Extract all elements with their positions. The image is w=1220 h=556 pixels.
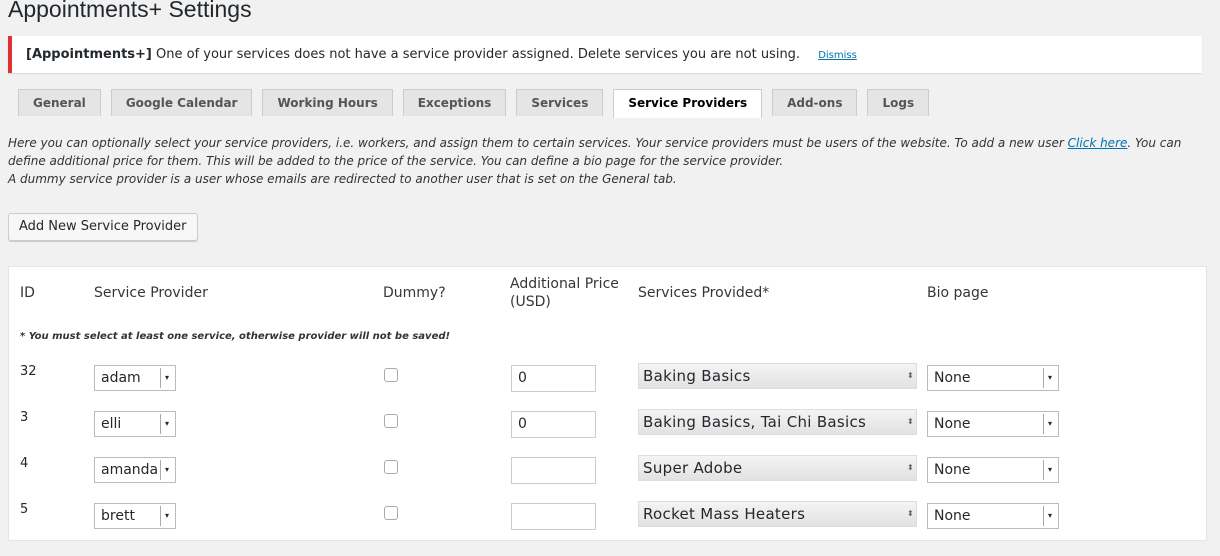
dummy-note: A dummy service provider is a user whose… <box>8 172 677 186</box>
provider-select[interactable]: elli ▾ <box>94 411 176 437</box>
add-provider-button[interactable]: Add New Service Provider <box>8 213 198 241</box>
services-select[interactable]: Super Adobe ⬍ <box>638 455 917 481</box>
tab[interactable]: General <box>18 89 101 116</box>
bio-select[interactable]: None ▾ <box>927 457 1059 483</box>
provider-select[interactable]: adam ▾ <box>94 365 176 391</box>
provider-name: amanda <box>101 462 159 478</box>
add-user-link[interactable]: Click here <box>1067 136 1128 150</box>
price-input[interactable] <box>511 503 596 530</box>
notice: [Appointments+] One of your services doe… <box>8 36 1202 73</box>
services-select[interactable]: Baking Basics ⬍ <box>638 363 917 389</box>
services-value: Super Adobe <box>643 459 743 477</box>
services-value: Rocket Mass Heaters <box>643 505 806 523</box>
dropdown-arrow: ⬍ <box>906 509 914 518</box>
page-title: Appointments+ Settings <box>8 0 252 22</box>
tab[interactable]: Service Providers <box>613 89 763 118</box>
bio-value: None <box>934 370 971 386</box>
provider-name: brett <box>101 508 135 524</box>
tab[interactable]: Logs <box>867 89 930 116</box>
dropdown-arrow: ▾ <box>160 368 173 388</box>
tab[interactable]: Google Calendar <box>110 89 253 116</box>
bio-select[interactable]: None ▾ <box>927 365 1059 391</box>
intro-text: . You can define additional price for th… <box>8 136 1182 168</box>
providers-table: * You must select at least one service, … <box>8 266 1207 541</box>
services-select[interactable]: Rocket Mass Heaters ⬍ <box>638 501 917 527</box>
provider-name: adam <box>101 370 141 386</box>
provider-select[interactable]: amanda ▾ <box>94 457 176 483</box>
tab[interactable]: Add-ons <box>772 89 858 116</box>
column-header: ID <box>20 285 35 301</box>
dropdown-arrow: ▾ <box>160 506 173 526</box>
column-header: Bio page <box>927 285 989 301</box>
tab[interactable]: Services <box>516 89 604 116</box>
bio-value: None <box>934 508 971 524</box>
bio-value: None <box>934 416 971 432</box>
column-header: Dummy? <box>383 285 446 301</box>
intro: Here you can optionally select your serv… <box>8 134 1213 188</box>
dropdown-arrow: ⬍ <box>906 417 914 426</box>
provider-select[interactable]: brett ▾ <box>94 503 176 529</box>
services-select[interactable]: Baking Basics, Tai Chi Basics ⬍ <box>638 409 917 435</box>
provider-id: 4 <box>20 456 29 471</box>
bio-select[interactable]: None ▾ <box>927 411 1059 437</box>
tab[interactable]: Working Hours <box>262 89 393 116</box>
tab[interactable]: Exceptions <box>402 89 507 116</box>
provider-id: 3 <box>20 410 29 425</box>
dummy-checkbox[interactable] <box>384 460 398 474</box>
provider-id: 5 <box>20 502 29 517</box>
price-input[interactable]: 0 <box>511 365 596 392</box>
notice-prefix: [Appointments+] <box>26 47 152 62</box>
dummy-checkbox[interactable] <box>384 506 398 520</box>
provider-id: 32 <box>20 364 37 379</box>
column-header: Services Provided* <box>638 285 770 301</box>
column-header: Additional Price (USD) <box>510 276 619 310</box>
dropdown-arrow: ⬍ <box>906 371 914 380</box>
dropdown-arrow: ▾ <box>1043 414 1056 434</box>
bio-select[interactable]: None ▾ <box>927 503 1059 529</box>
dropdown-arrow: ▾ <box>1043 506 1056 526</box>
dropdown-arrow: ▾ <box>1043 368 1056 388</box>
dropdown-arrow: ▾ <box>1043 460 1056 480</box>
services-value: Baking Basics, Tai Chi Basics <box>643 413 867 431</box>
price-input[interactable]: 0 <box>511 411 596 438</box>
column-header: Service Provider <box>94 285 208 301</box>
price-input[interactable] <box>511 457 596 484</box>
bio-value: None <box>934 462 971 478</box>
dropdown-arrow: ▾ <box>160 460 173 480</box>
table-note: * You must select at least one service, … <box>20 331 451 342</box>
notice-message: One of your services does not have a ser… <box>156 47 801 62</box>
services-value: Baking Basics <box>643 367 751 385</box>
dummy-checkbox[interactable] <box>384 368 398 382</box>
provider-name: elli <box>101 416 122 432</box>
dropdown-arrow: ▾ <box>160 414 173 434</box>
dismiss-link[interactable]: Dismiss <box>818 50 857 61</box>
intro-text: Here you can optionally select your serv… <box>8 136 1068 150</box>
dropdown-arrow: ⬍ <box>906 463 914 472</box>
tab-bar: General Google Calendar Working Hours Excep… <box>18 89 930 118</box>
dummy-checkbox[interactable] <box>384 414 398 428</box>
